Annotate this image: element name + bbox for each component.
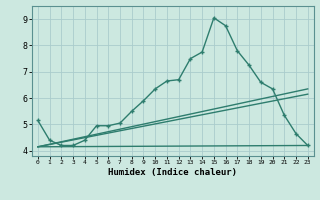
X-axis label: Humidex (Indice chaleur): Humidex (Indice chaleur)	[108, 168, 237, 177]
